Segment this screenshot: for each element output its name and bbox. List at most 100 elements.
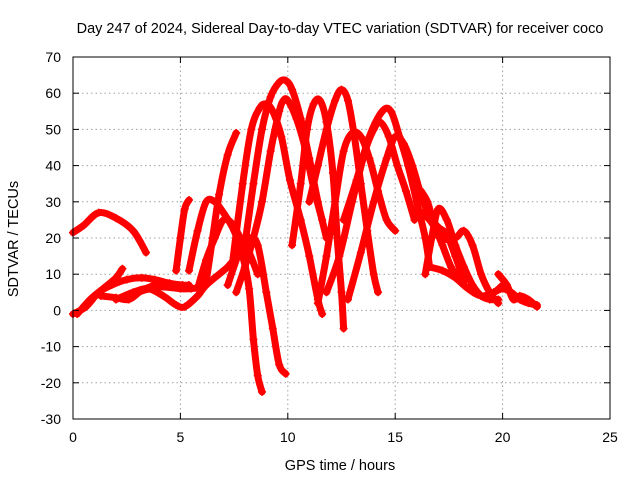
data-point-marker [184,266,193,275]
x-tick-label: 10 [280,429,296,445]
y-axis-label: SDTVAR / TECUs [6,181,22,297]
data-point-marker [180,205,189,214]
data-point-marker [348,129,357,138]
data-point-marker [331,96,340,105]
data-point-marker [232,129,241,138]
data-point-marker [343,295,352,304]
data-point-marker [193,291,202,300]
y-tick-label: 40 [45,158,61,174]
data-point-marker [391,226,400,235]
data-point-marker [227,262,236,271]
data-point-marker [283,96,292,105]
y-tick-label: -20 [41,375,61,391]
y-tick-label: 70 [45,49,61,65]
chart-title: Day 247 of 2024, Sidereal Day-to-day VTE… [77,21,604,37]
data-point-marker [142,248,151,257]
data-point-marker [427,234,436,242]
data-point-marker [288,85,297,94]
data-point-marker [365,154,374,163]
data-point-marker [369,197,378,206]
data-point-marker [172,300,181,309]
x-tick-label: 25 [602,429,618,445]
data-point-marker [172,266,181,275]
data-point-marker [477,270,486,279]
data-point-marker [193,226,202,235]
data-point-marker [240,262,249,271]
data-point-marker [339,324,348,333]
data-point-marker [184,195,193,204]
data-point-marker [507,288,516,297]
data-point-marker [459,226,468,235]
data-point-marker [447,262,456,271]
data-point-marker [111,295,120,304]
data-point-marker [393,161,402,170]
data-point-marker [464,284,473,293]
data-point-marker [369,270,378,279]
data-point-marker [202,197,211,206]
data-point-marker [459,262,468,271]
data-point-marker [285,176,294,185]
data-point-marker [266,147,275,156]
data-point-marker [313,299,322,308]
data-point-marker [245,284,254,293]
data-point-marker [339,215,348,224]
data-point-marker [176,284,185,293]
data-point-marker [219,208,228,217]
y-tick-label: 10 [45,266,61,282]
data-point-marker [309,100,318,109]
series-arc [69,208,150,256]
data-point-marker [468,241,477,250]
data-point-marker [451,241,460,250]
data-point-marker [515,295,524,304]
data-point-marker [99,284,108,293]
series-arc-07 [172,195,193,275]
data-point-marker [232,288,241,297]
data-point-marker [247,125,256,134]
data-point-marker [365,132,374,141]
data-point-marker [335,252,344,261]
data-point-marker [249,179,258,188]
data-point-marker [180,302,189,311]
data-point-marker [215,190,224,199]
data-point-marker [223,281,232,290]
data-point-marker [258,197,267,206]
data-point-marker [333,234,342,242]
data-point-marker [296,179,305,188]
series-arc-23 [412,205,503,308]
data-point-marker [262,288,271,297]
data-point-marker [318,310,327,319]
series-arc-03 [73,264,127,319]
data-point-marker [96,291,105,300]
data-point-marker [288,241,297,250]
data-point-marker [337,85,346,94]
data-point-marker [79,221,88,230]
data-point-marker [494,270,503,279]
data-point-marker [442,215,451,224]
data-point-marker [219,215,228,224]
data-point-marker [412,197,421,206]
data-point-marker [386,107,395,116]
data-point-marker [339,147,348,156]
data-point-marker [275,78,284,87]
y-tick-label: -30 [41,411,61,427]
data-point-marker [94,208,103,217]
data-point-marker [277,132,286,141]
data-point-marker [296,114,305,123]
data-point-marker [111,214,120,223]
series-arc-11 [223,234,290,378]
y-tick-label: 20 [45,230,61,246]
x-axis-label: GPS time / hours [285,458,395,474]
y-tick-label: 0 [53,302,61,318]
data-point-marker [266,92,275,101]
data-point-marker [343,96,352,105]
data-point-marker [313,197,322,206]
data-point-marker [137,273,146,282]
data-point-marker [337,288,346,297]
data-point-marker [451,273,460,282]
data-point-marker [331,197,340,206]
data-point-marker [451,234,460,242]
data-point-marker [416,186,425,195]
data-point-marker [322,125,331,134]
data-point-marker [378,107,387,116]
data-point-marker [253,371,262,380]
